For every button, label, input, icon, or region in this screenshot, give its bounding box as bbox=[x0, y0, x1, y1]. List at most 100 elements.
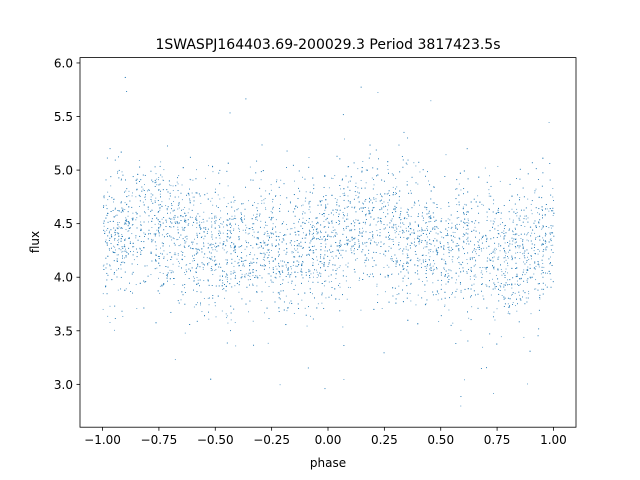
data-point bbox=[114, 208, 116, 210]
data-point bbox=[275, 195, 277, 197]
data-point bbox=[537, 212, 539, 214]
data-point bbox=[269, 267, 270, 269]
data-point bbox=[233, 218, 234, 220]
data-point bbox=[200, 291, 202, 293]
data-point bbox=[166, 145, 168, 147]
data-point bbox=[328, 263, 330, 265]
data-point bbox=[176, 258, 178, 260]
data-point bbox=[283, 301, 285, 303]
data-point bbox=[195, 219, 197, 220]
data-point bbox=[537, 289, 539, 291]
data-point bbox=[287, 281, 289, 283]
data-point bbox=[151, 240, 153, 242]
data-point bbox=[255, 218, 257, 220]
data-point bbox=[387, 204, 389, 206]
data-point bbox=[362, 243, 364, 245]
data-point bbox=[308, 269, 310, 271]
data-point bbox=[492, 211, 494, 213]
data-point bbox=[375, 252, 377, 253]
data-point bbox=[234, 246, 236, 248]
data-point bbox=[266, 244, 268, 245]
data-point bbox=[181, 209, 182, 211]
data-point bbox=[270, 210, 272, 212]
data-point bbox=[267, 273, 269, 275]
data-point bbox=[245, 240, 247, 242]
data-point bbox=[103, 196, 105, 198]
data-point bbox=[317, 274, 319, 275]
data-point bbox=[272, 291, 274, 293]
data-point bbox=[531, 162, 533, 164]
data-point bbox=[465, 204, 467, 206]
data-point bbox=[494, 242, 496, 244]
data-point bbox=[443, 259, 445, 261]
data-point bbox=[422, 169, 424, 171]
data-point bbox=[406, 261, 408, 263]
data-point bbox=[227, 322, 229, 324]
data-point bbox=[405, 246, 407, 248]
data-point bbox=[124, 209, 126, 210]
data-point bbox=[417, 294, 419, 296]
data-point bbox=[368, 249, 370, 251]
data-point bbox=[151, 238, 152, 240]
data-point bbox=[199, 221, 201, 223]
data-point bbox=[534, 232, 536, 234]
data-point bbox=[259, 275, 261, 277]
data-point bbox=[450, 228, 452, 230]
data-point bbox=[313, 258, 314, 260]
data-point bbox=[406, 181, 408, 182]
data-point bbox=[467, 220, 469, 222]
data-point bbox=[325, 246, 326, 248]
data-point bbox=[409, 245, 411, 247]
data-point bbox=[463, 297, 464, 299]
data-point bbox=[400, 219, 402, 220]
data-point bbox=[478, 241, 479, 243]
data-point bbox=[272, 198, 274, 200]
data-point bbox=[376, 194, 378, 195]
data-point bbox=[312, 272, 314, 274]
data-point bbox=[432, 251, 434, 253]
data-point bbox=[325, 280, 327, 282]
data-point bbox=[458, 183, 460, 185]
data-point bbox=[155, 197, 157, 199]
data-point bbox=[336, 201, 338, 203]
data-point bbox=[234, 285, 236, 287]
data-point bbox=[201, 311, 203, 313]
data-point bbox=[535, 168, 537, 170]
data-point bbox=[141, 186, 143, 188]
data-point bbox=[172, 263, 174, 265]
data-point bbox=[356, 258, 358, 259]
data-point bbox=[515, 241, 517, 243]
data-point bbox=[249, 228, 251, 230]
data-point bbox=[198, 193, 200, 195]
data-point bbox=[456, 204, 458, 206]
data-point bbox=[470, 295, 472, 297]
data-point bbox=[196, 283, 197, 285]
data-point bbox=[223, 241, 225, 243]
data-point bbox=[402, 230, 404, 232]
data-point bbox=[294, 241, 296, 243]
data-point bbox=[207, 263, 209, 264]
data-point bbox=[151, 179, 153, 181]
data-point bbox=[229, 222, 231, 224]
data-point bbox=[478, 244, 480, 246]
data-point bbox=[542, 237, 544, 239]
data-point bbox=[331, 194, 333, 196]
data-point bbox=[493, 221, 495, 223]
data-point bbox=[542, 172, 544, 174]
data-point bbox=[195, 271, 197, 273]
data-point bbox=[280, 284, 282, 285]
data-point bbox=[231, 218, 233, 220]
data-point bbox=[358, 222, 360, 224]
data-point bbox=[256, 207, 258, 209]
data-point bbox=[537, 262, 539, 264]
data-point bbox=[344, 207, 346, 209]
data-point bbox=[473, 265, 475, 267]
data-point bbox=[429, 256, 431, 258]
data-point bbox=[156, 184, 158, 186]
data-point bbox=[189, 200, 191, 202]
data-point bbox=[400, 211, 402, 212]
data-point bbox=[362, 232, 363, 234]
data-point bbox=[492, 203, 494, 205]
data-point bbox=[388, 190, 390, 192]
data-point bbox=[269, 251, 270, 253]
